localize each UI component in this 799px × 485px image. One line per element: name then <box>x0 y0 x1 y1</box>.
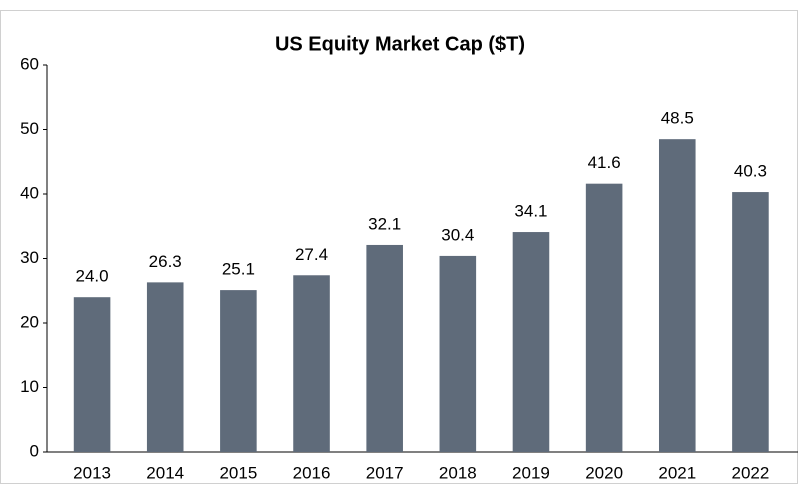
data-label: 25.1 <box>222 260 255 279</box>
bar <box>73 297 111 452</box>
x-tick-label: 2017 <box>366 463 404 482</box>
chart-frame <box>0 10 798 484</box>
data-label: 34.1 <box>514 202 547 221</box>
data-label: 26.3 <box>149 252 182 271</box>
bar <box>220 290 257 452</box>
data-label: 48.5 <box>661 109 694 128</box>
data-label: 24.0 <box>76 267 109 286</box>
y-tick-label: 0 <box>30 441 39 460</box>
y-tick-label: 10 <box>20 377 39 396</box>
data-label: 27.4 <box>295 245 328 264</box>
bar <box>146 282 184 452</box>
y-tick-label: 60 <box>20 54 39 73</box>
x-tick-label: 2022 <box>732 463 770 482</box>
x-tick-label: 2015 <box>219 463 257 482</box>
x-tick-label: 2016 <box>293 463 331 482</box>
data-label: 41.6 <box>588 153 621 172</box>
y-tick-label: 40 <box>20 183 39 202</box>
data-label: 40.3 <box>734 162 767 181</box>
data-label: 30.4 <box>441 225 474 244</box>
x-tick-label: 2013 <box>73 463 111 482</box>
bar <box>658 139 696 453</box>
bar <box>585 183 623 452</box>
bar <box>439 255 477 452</box>
y-tick-label: 30 <box>20 248 39 267</box>
x-tick-label: 2019 <box>512 463 550 482</box>
x-tick-label: 2020 <box>585 463 623 482</box>
x-tick-label: 2018 <box>439 463 477 482</box>
bar <box>512 232 550 452</box>
y-tick-label: 20 <box>20 312 39 331</box>
x-tick-label: 2014 <box>146 463 184 482</box>
bar <box>293 275 330 452</box>
bar <box>732 192 769 452</box>
x-tick-label: 2021 <box>658 463 696 482</box>
bar <box>366 244 403 452</box>
y-tick-label: 50 <box>20 119 39 138</box>
chart-title: US Equity Market Cap ($T) <box>275 33 525 55</box>
data-label: 32.1 <box>368 214 401 233</box>
